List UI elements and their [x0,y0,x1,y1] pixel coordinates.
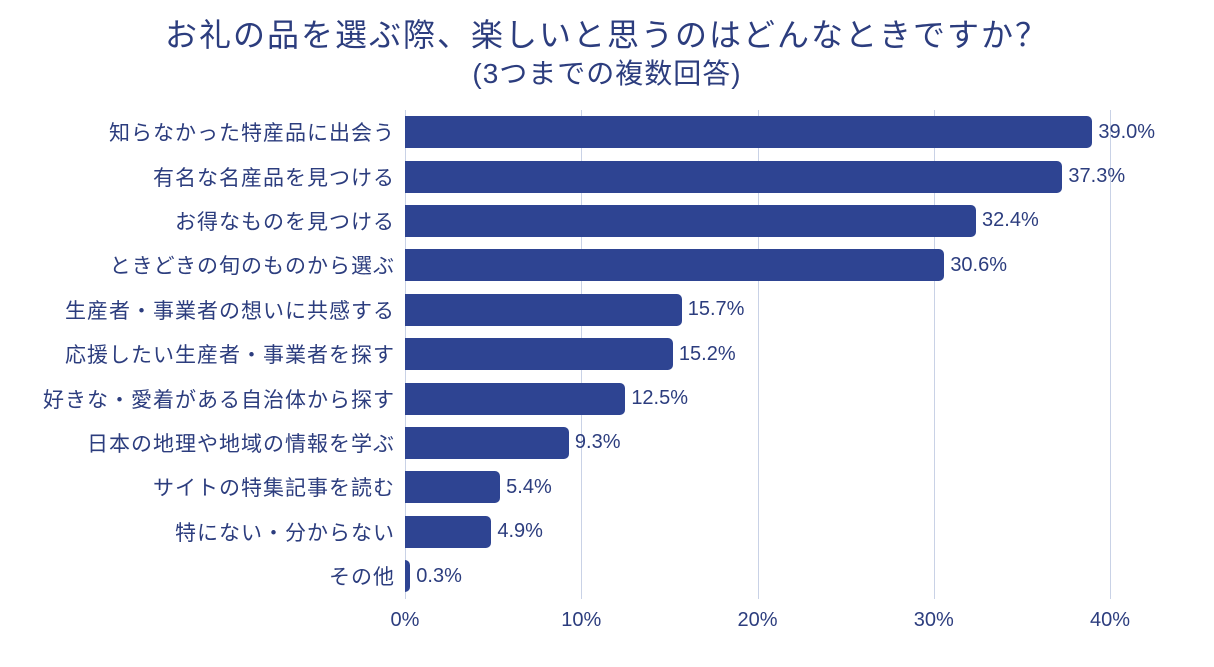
bar-row: 日本の地理や地域の情報を学ぶ 9.3% [0,421,1214,465]
plot-cell: 39.0% [405,110,1155,154]
bar [405,515,492,548]
category-label: 有名な名産品を見つける [153,166,395,190]
value-label: 4.9% [497,520,543,543]
plot-cell: 4.9% [405,510,1110,554]
chart-subtitle: (3つまでの複数回答) [472,58,742,89]
plot-cell: 30.6% [405,243,1110,287]
value-label: 32.4% [982,209,1039,232]
bar-row: お得なものを見つける 32.4% [0,199,1214,243]
chart-header: お礼の品を選ぶ際、楽しいと思うのはどんなときですか？ (3つまでの複数回答) [0,0,1214,92]
plot-cell: 5.4% [405,465,1110,509]
x-tick-label: 30% [913,609,954,631]
bar-row: 特にない・分からない 4.9% [0,510,1214,554]
chart-title: お礼の品を選ぶ際、楽しいと思うのはどんなときですか？ [164,17,1049,53]
value-label: 39.0% [1098,120,1156,143]
bar [405,249,945,282]
gridline [1110,110,1111,599]
bar [405,116,1093,149]
bar [405,338,673,371]
x-tick-label: 20% [737,609,778,631]
bar-row: 好きな・愛着がある自治体から探す 12.5% [0,376,1214,420]
bar [405,204,977,237]
value-label: 37.3% [1068,165,1126,188]
category-label: 日本の地理や地域の情報を学ぶ [87,432,395,456]
bar [405,426,569,459]
plot-cell: 12.5% [405,376,1110,420]
bar-rows: 知らなかった特産品に出会う 39.0% 有名な名産品を見つける 37.3% お得なものを… [0,110,1214,598]
x-tick-label: 10% [561,609,602,631]
value-label: 12.5% [631,387,689,410]
plot-cell: 9.3% [405,421,1110,465]
bar-row: 知らなかった特産品に出会う 39.0% [0,110,1214,154]
plot-cell: 32.4% [405,199,1110,243]
bar-row: ときどきの旬のものから選ぶ 30.6% [0,243,1214,287]
gridline [933,110,935,599]
x-tick-label: 40% [1089,609,1131,631]
plot-cell: 15.2% [405,332,1110,376]
bar [405,382,626,415]
plot-area: 知らなかった特産品に出会う 39.0% 有名な名産品を見つける 37.3% お得なものを… [0,110,1214,599]
category-label: ときどきの旬のものから選ぶ [109,255,395,279]
category-label: 特にない・分からない [175,521,395,545]
plot-cell: 37.3% [405,154,1125,198]
plot-cell: 0.3% [405,554,1110,598]
category-label: サイトの特集記事を読む [153,477,395,501]
value-label: 9.3% [574,431,621,454]
category-label: お得なものを見つける [175,210,395,234]
value-label: 0.3% [416,564,462,587]
value-label: 5.4% [506,475,552,498]
bar-row: サイトの特集記事を読む 5.4% [0,465,1214,509]
category-label: 知らなかった特産品に出会う [109,122,395,146]
x-axis: 0% 10% 20% 30% 40% [391,609,1130,639]
category-label: 好きな・愛着がある自治体から探す [43,388,395,412]
category-label: 生産者・事業者の想いに共感する [65,299,395,323]
value-label: 30.6% [950,253,1008,276]
category-label: 応援したい生産者・事業者を探す [65,344,395,368]
bar [405,160,1063,193]
bar-row: その他 0.3% [0,554,1214,598]
plot-cell: 15.7% [405,288,1110,332]
bar-row: 有名な名産品を見つける 37.3% [0,154,1214,198]
bar [405,293,682,326]
bar [405,560,411,593]
gridline [757,110,759,599]
bar-row: 応援したい生産者・事業者を探す 15.2% [0,332,1214,376]
bar-row: 生産者・事業者の想いに共感する 15.7% [0,288,1214,332]
bar [405,471,501,504]
value-label: 15.7% [687,298,745,321]
x-tick-label: 0% [390,609,420,631]
category-label: その他 [329,566,395,590]
value-label: 15.2% [678,342,736,365]
